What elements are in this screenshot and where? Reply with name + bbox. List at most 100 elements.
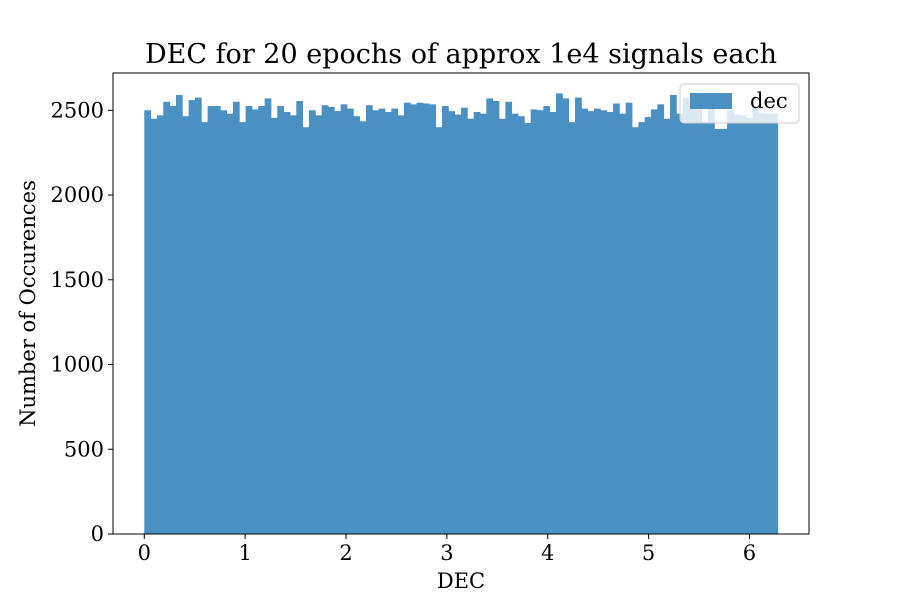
histogram-bar xyxy=(201,122,209,535)
histogram-bar xyxy=(511,113,519,535)
histogram-bar xyxy=(144,110,151,534)
histogram-bar xyxy=(454,114,462,535)
histogram-bar xyxy=(499,118,506,534)
histogram-bar xyxy=(701,122,709,535)
x-tick-label: 4 xyxy=(541,541,554,565)
histogram-bar xyxy=(733,114,741,535)
histogram-bar xyxy=(480,113,487,535)
histogram-bar xyxy=(670,95,677,534)
x-tick-label: 3 xyxy=(440,541,453,565)
histogram-bar xyxy=(549,111,557,534)
histogram-bar xyxy=(663,118,671,534)
histogram-bar xyxy=(182,116,190,534)
x-axis: 0 1 2 3 4 5 6 xyxy=(138,534,756,565)
histogram-bar xyxy=(251,109,259,534)
histogram-bar xyxy=(765,113,772,535)
histogram-bar xyxy=(359,121,367,535)
histogram-bar xyxy=(156,115,164,535)
y-axis: 0 500 1000 1500 2000 2500 xyxy=(51,98,113,546)
histogram-bar xyxy=(403,102,411,534)
histogram-bar xyxy=(264,98,272,535)
histogram-bar xyxy=(188,100,196,535)
histogram-bar xyxy=(410,104,418,534)
histogram-bar xyxy=(676,113,684,535)
histogram-bar xyxy=(682,97,690,534)
histogram-bar xyxy=(746,117,753,534)
histogram-bar xyxy=(346,108,354,534)
histogram-bar xyxy=(727,110,734,534)
histogram-bar xyxy=(340,104,348,534)
histogram-bar xyxy=(239,122,247,535)
histogram-bar xyxy=(530,109,538,534)
histogram-bar xyxy=(575,97,582,534)
histogram-bar xyxy=(334,111,342,534)
histogram-bar xyxy=(492,100,500,534)
histogram-bar xyxy=(327,106,335,535)
histogram-bar xyxy=(213,106,221,535)
histogram-bar xyxy=(587,111,595,534)
y-tick-label: 0 xyxy=(91,522,104,546)
histogram-bar xyxy=(537,110,544,534)
histogram-bar xyxy=(600,110,608,534)
histogram-bar xyxy=(435,127,443,535)
histogram-bar xyxy=(442,106,449,535)
histogram-bar xyxy=(232,101,240,534)
y-tick-label: 500 xyxy=(64,437,104,461)
histogram-bar xyxy=(258,106,266,535)
histogram-bar xyxy=(365,105,373,534)
histogram-bar xyxy=(739,115,747,535)
x-tick-label: 5 xyxy=(642,541,655,565)
histogram-bar xyxy=(321,105,329,534)
histogram-bar xyxy=(150,118,158,534)
histogram-bar xyxy=(461,107,468,535)
histogram-bar xyxy=(714,128,722,534)
histogram-bar xyxy=(524,123,532,534)
histogram-bar xyxy=(391,108,399,534)
histogram-bar xyxy=(226,113,234,535)
histogram-bar xyxy=(473,111,481,534)
histogram-bar xyxy=(644,117,652,534)
histogram-bar xyxy=(657,104,665,534)
x-tick-label: 1 xyxy=(238,541,251,565)
histogram-bar xyxy=(270,117,278,534)
histogram-bar xyxy=(163,101,170,534)
histogram-bar xyxy=(695,109,703,534)
histogram-bar xyxy=(372,110,380,534)
x-axis-label: DEC xyxy=(437,569,485,593)
histogram-bar xyxy=(384,111,392,534)
histogram-bar xyxy=(296,100,304,534)
histogram-bar xyxy=(194,97,202,534)
histogram-bar xyxy=(720,128,728,534)
plot-frame xyxy=(112,72,810,535)
histogram-bar xyxy=(220,110,228,534)
histogram-bar xyxy=(632,127,639,535)
histogram-bar xyxy=(562,98,570,535)
x-tick-label: 0 xyxy=(138,541,151,565)
histogram-bar xyxy=(422,103,430,534)
histogram-bar xyxy=(625,102,633,534)
histogram-bar xyxy=(689,102,696,534)
histogram-bar xyxy=(758,112,766,534)
histogram-bar xyxy=(518,116,525,534)
histogram-bar xyxy=(771,113,779,535)
histogram-bar xyxy=(308,110,316,534)
histogram-bar xyxy=(448,111,456,534)
histogram-bar xyxy=(416,102,424,534)
histogram-bar xyxy=(277,106,285,535)
legend-swatch-dec xyxy=(690,93,732,109)
histogram-bar xyxy=(606,111,614,534)
histogram-bar xyxy=(207,106,215,535)
chart-title: DEC for 20 epochs of approx 1e4 signals … xyxy=(145,39,777,70)
histogram-bar xyxy=(543,106,551,535)
histogram-bar xyxy=(289,115,297,535)
histogram-bar xyxy=(429,104,437,534)
histogram-bar xyxy=(353,116,361,534)
histogram-bar xyxy=(568,122,576,535)
y-tick-label: 2000 xyxy=(51,183,104,207)
histogram-bars xyxy=(144,93,779,535)
histogram-bar xyxy=(651,109,658,534)
histogram-bar xyxy=(175,95,183,534)
histogram-bar xyxy=(302,127,310,535)
histogram-bar xyxy=(505,101,513,534)
